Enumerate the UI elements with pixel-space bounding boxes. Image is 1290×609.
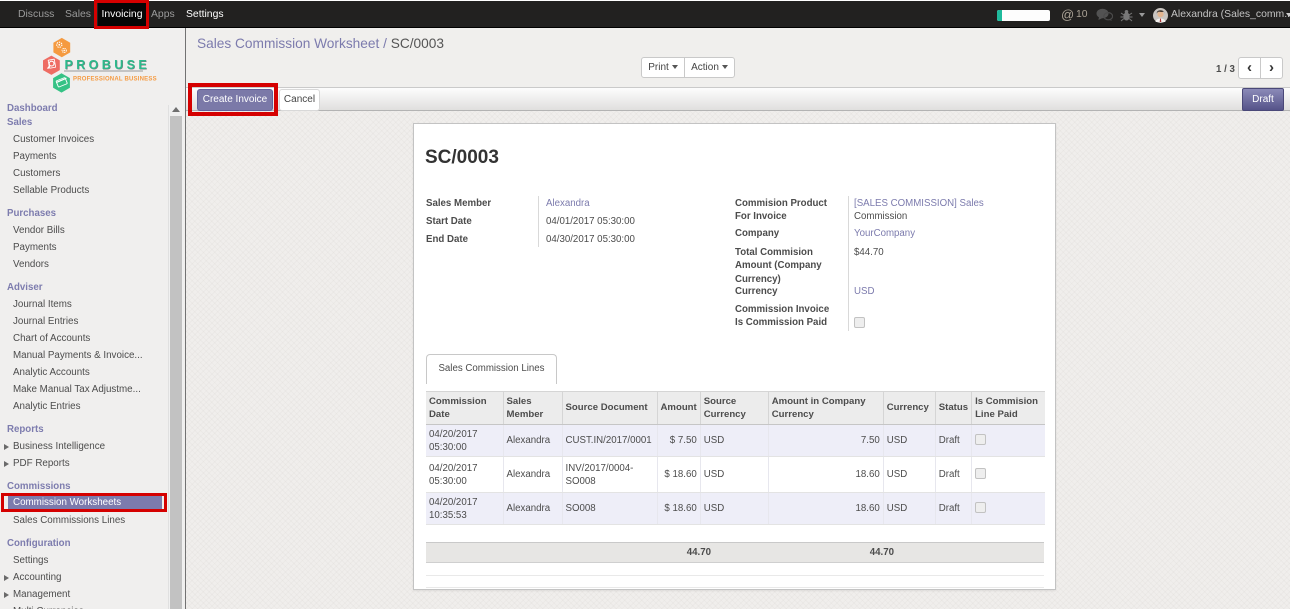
svg-text:PROBUSE: PROBUSE [65,59,151,73]
svg-text:PROFESSIONAL BUSINESS: PROFESSIONAL BUSINESS [73,77,157,83]
svg-text:PROBUSE: PROBUSE [65,58,151,72]
